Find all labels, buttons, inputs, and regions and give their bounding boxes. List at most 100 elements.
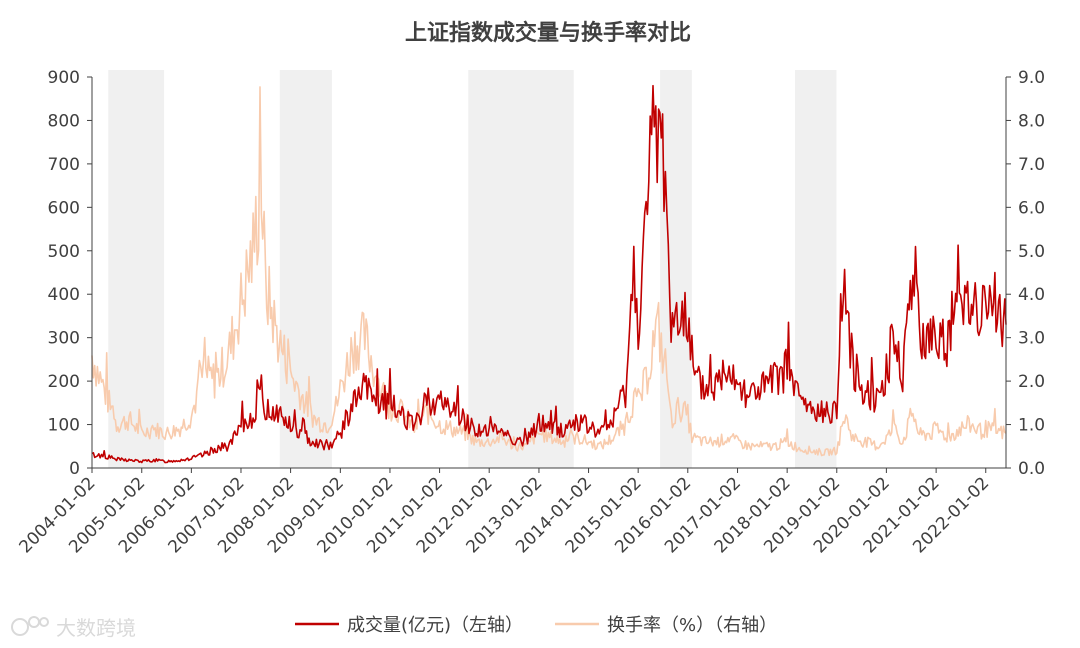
data-point-82 — [968, 424, 969, 425]
data-point-39 — [550, 437, 551, 438]
shaded-period-2 — [468, 70, 574, 468]
data-point-50 — [658, 129, 659, 130]
data-point-61 — [749, 446, 750, 447]
data-point-80 — [948, 437, 949, 438]
data-point-30 — [439, 402, 440, 403]
data-point-36 — [513, 439, 514, 440]
data-point-25 — [377, 402, 378, 403]
data-point-8 — [191, 415, 192, 416]
data-point-67 — [824, 413, 825, 414]
data-point-61 — [749, 394, 750, 395]
data-point-17 — [290, 372, 291, 373]
data-point-6 — [166, 433, 167, 434]
data-point-16 — [277, 411, 278, 412]
y-left-tick-label-9: 900 — [48, 68, 80, 88]
data-point-53 — [670, 337, 671, 338]
y-right-tick-label-1: 1.0 — [1018, 416, 1045, 436]
data-point-71 — [865, 389, 866, 390]
data-point-41 — [575, 437, 576, 438]
data-point-53 — [670, 420, 671, 421]
data-point-84 — [985, 428, 986, 429]
data-point-15 — [265, 285, 266, 286]
y-right-tick-label-0: 0.0 — [1018, 459, 1045, 479]
data-point-2 — [116, 424, 117, 425]
shaded-periods — [108, 70, 837, 468]
y-right-tick-label-3: 3.0 — [1018, 329, 1045, 349]
data-point-34 — [489, 433, 490, 434]
data-point-73 — [886, 437, 887, 438]
data-point-5 — [153, 428, 154, 429]
y-right-tick-label-2: 2.0 — [1018, 372, 1045, 392]
data-point-41 — [575, 420, 576, 421]
data-point-8 — [191, 458, 192, 459]
data-point-52 — [666, 372, 667, 373]
data-point-78 — [931, 337, 932, 338]
data-point-14 — [261, 391, 262, 392]
y-left-tick-label-0: 0 — [69, 459, 80, 479]
data-point-63 — [774, 446, 775, 447]
data-point-29 — [426, 398, 427, 399]
data-point-85 — [993, 430, 994, 431]
data-point-39 — [550, 426, 551, 427]
data-point-85 — [993, 315, 994, 316]
data-point-23 — [352, 404, 353, 405]
data-point-42 — [588, 426, 589, 427]
data-point-43 — [600, 446, 601, 447]
data-point-31 — [451, 407, 452, 408]
chart-title: 上证指数成交量与换手率对比 — [405, 20, 691, 46]
data-point-22 — [340, 389, 341, 390]
data-point-6 — [166, 461, 167, 462]
data-point-46 — [633, 398, 634, 399]
data-point-65 — [799, 448, 800, 449]
data-point-58 — [716, 385, 717, 386]
data-point-48 — [645, 381, 646, 382]
data-point-1 — [104, 455, 105, 456]
data-point-18 — [302, 398, 303, 399]
data-point-2 — [116, 459, 117, 460]
data-point-68 — [836, 450, 837, 451]
data-point-11 — [228, 354, 229, 355]
series-line — [91, 86, 1007, 457]
data-point-75 — [902, 441, 903, 442]
data-point-57 — [703, 389, 704, 390]
data-point-19 — [315, 441, 316, 442]
data-point-62 — [761, 387, 762, 388]
data-point-38 — [538, 422, 539, 423]
data-point-40 — [563, 430, 564, 431]
data-point-22 — [340, 433, 341, 434]
data-point-70 — [852, 367, 853, 368]
shaded-period-3 — [660, 70, 692, 468]
watermark-text: 大数跨境 — [56, 616, 136, 640]
data-point-60 — [737, 381, 738, 382]
data-point-74 — [894, 428, 895, 429]
data-point-34 — [489, 441, 490, 442]
data-point-14 — [261, 185, 262, 186]
data-point-64 — [787, 367, 788, 368]
data-point-27 — [401, 411, 402, 412]
data-point-69 — [844, 415, 845, 416]
data-point-13 — [252, 415, 253, 416]
data-point-48 — [645, 228, 646, 229]
data-point-45 — [625, 389, 626, 390]
data-point-37 — [526, 446, 527, 447]
data-point-43 — [600, 433, 601, 434]
data-point-56 — [691, 376, 692, 377]
shaded-period-0 — [108, 70, 165, 468]
y-right-tick-label-7: 7.0 — [1018, 155, 1045, 175]
data-point-32 — [463, 420, 464, 421]
data-point-30 — [439, 424, 440, 425]
data-point-57 — [703, 441, 704, 442]
y-right-tick-label-5: 5.0 — [1018, 242, 1045, 262]
data-point-5 — [153, 460, 154, 461]
data-point-35 — [501, 428, 502, 429]
data-point-33 — [476, 428, 477, 429]
legend-label-1: 换手率（%）（右轴） — [607, 615, 777, 636]
data-point-3 — [129, 420, 130, 421]
data-point-18 — [302, 435, 303, 436]
data-point-46 — [633, 272, 634, 273]
shaded-period-4 — [795, 70, 837, 468]
data-point-69 — [844, 285, 845, 286]
data-point-3 — [129, 460, 130, 461]
data-point-36 — [513, 446, 514, 447]
